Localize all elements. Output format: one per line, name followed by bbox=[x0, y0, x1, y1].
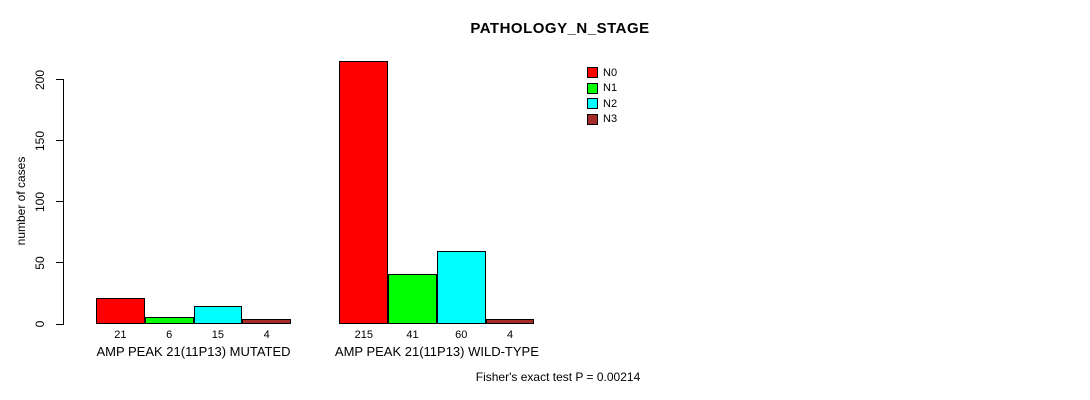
bar-n1-mutated bbox=[144, 316, 194, 324]
bar-n3-mutated bbox=[242, 319, 291, 324]
bar-value-label: 21 bbox=[114, 329, 127, 341]
fisher-test-annotation: Fisher's exact test P = 0.00214 bbox=[475, 370, 641, 384]
y-axis-tick-label: 50 bbox=[33, 256, 47, 270]
bar-n2-wild-type bbox=[436, 250, 486, 324]
bar-n3-wild-type bbox=[485, 319, 535, 324]
bar-n1-wild-type bbox=[388, 273, 437, 324]
bar-n0-wild-type bbox=[339, 61, 389, 324]
bar-value-label: 6 bbox=[166, 329, 173, 341]
legend-row-n1: N1 bbox=[587, 81, 617, 97]
legend-swatch-n2 bbox=[587, 98, 598, 110]
legend-label: N1 bbox=[603, 82, 618, 95]
legend: N0 N1 N2 N3 bbox=[587, 65, 617, 127]
y-axis-tick bbox=[56, 79, 63, 81]
y-axis-tick bbox=[56, 262, 63, 264]
legend-swatch-n1 bbox=[587, 82, 598, 94]
bar-value-label: 41 bbox=[406, 329, 419, 341]
legend-swatch-n3 bbox=[587, 113, 598, 125]
y-axis-tick bbox=[56, 201, 63, 203]
bar-value-label: 60 bbox=[455, 329, 468, 341]
bar-value-label: 15 bbox=[211, 329, 224, 341]
legend-label: N3 bbox=[603, 113, 618, 126]
y-axis-line bbox=[63, 79, 64, 325]
bar-n0-mutated bbox=[96, 298, 145, 324]
chart-title: PATHOLOGY_N_STAGE bbox=[470, 20, 650, 37]
bar-value-label: 4 bbox=[263, 329, 270, 341]
bar-n2-mutated bbox=[193, 305, 243, 324]
y-axis-tick-label: 100 bbox=[33, 191, 47, 212]
y-axis-tick-label: 200 bbox=[33, 69, 47, 90]
legend-row-n3: N3 bbox=[587, 112, 617, 128]
y-axis-tick bbox=[56, 140, 63, 142]
legend-row-n2: N2 bbox=[587, 96, 617, 112]
category-label: AMP PEAK 21(11P13) MUTATED bbox=[96, 344, 291, 359]
bar-value-label: 215 bbox=[354, 329, 373, 341]
legend-row-n0: N0 bbox=[587, 65, 617, 81]
legend-swatch-n0 bbox=[587, 67, 598, 79]
y-axis-tick bbox=[56, 323, 63, 325]
y-axis-tick-label: 150 bbox=[33, 130, 47, 151]
bar-value-label: 4 bbox=[506, 329, 514, 341]
y-axis-tick-label: 0 bbox=[33, 320, 47, 328]
category-label: AMP PEAK 21(11P13) WILD-TYPE bbox=[334, 344, 539, 359]
legend-label: N2 bbox=[603, 97, 618, 110]
legend-label: N0 bbox=[603, 66, 618, 79]
